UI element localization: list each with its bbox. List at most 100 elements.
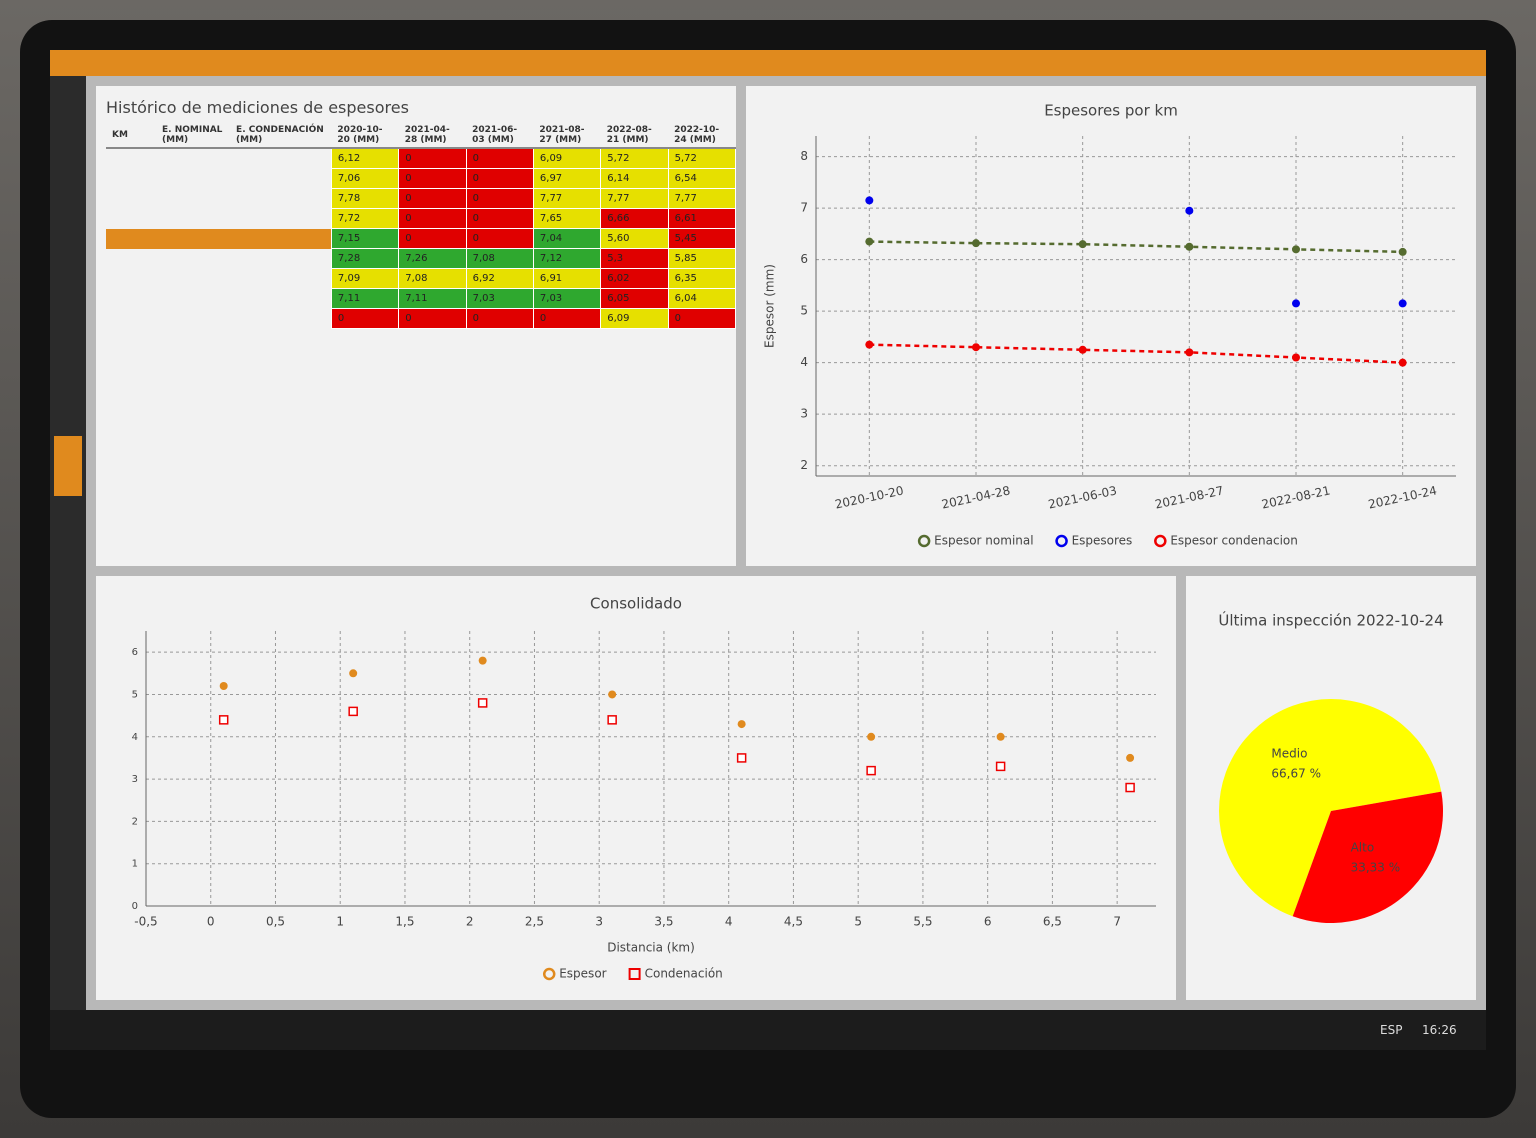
data-point [865, 340, 874, 349]
data-point [865, 196, 874, 205]
table-cell: 0 [465, 168, 534, 189]
table-cell: 6,54 [667, 168, 737, 189]
data-point [1185, 206, 1194, 215]
column-header: 2021-06-03 (MM) [466, 123, 534, 149]
data-point [867, 732, 876, 741]
empty-cell [230, 289, 331, 309]
table-cell: 6,35 [667, 268, 737, 289]
x-tick-label: 0,5 [266, 915, 285, 929]
table-cell: 5,72 [600, 147, 669, 169]
sidebar [50, 76, 86, 1010]
table-cell: 7,08 [398, 268, 467, 289]
data-point [737, 720, 746, 729]
x-tick-label: 2 [466, 915, 474, 929]
data-point [1292, 353, 1300, 362]
x-tick-label: -0,5 [134, 915, 157, 929]
table-title: Histórico de mediciones de espesores [106, 98, 409, 117]
table-row: 7,28 7,26 7,08 7,12 5,3 5,85 [106, 248, 737, 269]
table-cell: 5,72 [667, 147, 737, 169]
y-tick-label: 3 [132, 774, 138, 785]
data-point [1126, 753, 1135, 762]
table-cell: 0 [532, 308, 602, 329]
chart-title: Última inspección 2022-10-24 [1218, 611, 1443, 630]
data-point [1125, 782, 1135, 793]
x-tick-label: 2022-08-21 [1260, 483, 1331, 511]
x-tick-label: 3,5 [654, 915, 673, 929]
clock[interactable]: 16:26 [1422, 1023, 1457, 1037]
empty-cell [156, 148, 230, 169]
table-cell: 7,72 [330, 208, 400, 229]
x-tick-label: 5 [854, 915, 862, 929]
legend-marker [542, 967, 556, 981]
screen: Histórico de mediciones de espesores KM E… [50, 50, 1486, 1050]
table-cell: 5,60 [600, 228, 669, 249]
legend-marker [628, 968, 641, 980]
table-cell: 5,3 [600, 248, 669, 269]
pie-slice [1219, 699, 1442, 917]
table-cell: 7,08 [465, 248, 534, 269]
table-cell: 5,85 [667, 248, 737, 269]
empty-cell [230, 209, 331, 229]
empty-cell [106, 169, 156, 189]
language[interactable]: ESP [1380, 1023, 1403, 1037]
x-tick-label: 6,5 [1043, 915, 1062, 929]
x-tick-label: 7 [1113, 915, 1121, 929]
x-tick-label: 3 [595, 915, 603, 929]
table-cell: 7,77 [532, 188, 602, 209]
slice-value: 33,33 % [1351, 861, 1401, 875]
scatter-panel: Consolidado 0 1 2 3 4 5 6 -0,5 0 0,5 1 1,5 2 2,5 3 3,5 4 4… [96, 576, 1176, 1000]
x-tick-label: 2,5 [525, 915, 544, 929]
pie-panel: Última inspección 2022-10-24 Medio 66,67 %… [1186, 576, 1476, 1000]
empty-cell [106, 209, 156, 229]
empty-cell [230, 189, 331, 209]
legend-label: Espesor condenacion [1170, 534, 1298, 548]
sidebar-active[interactable] [54, 436, 82, 496]
data-point [348, 706, 358, 717]
empty-cell [156, 289, 230, 309]
table-row: 7,72 0 0 7,65 6,66 6,61 [106, 208, 737, 229]
x-tick-label: 2020-10-20 [834, 483, 905, 511]
table-cell: 6,66 [600, 208, 669, 229]
data-point [995, 761, 1006, 772]
empty-cell [106, 249, 156, 269]
data-point [1185, 348, 1194, 357]
table-cell: 5,45 [667, 228, 737, 249]
y-tick-label: 1 [132, 859, 138, 870]
empty-cell [156, 169, 230, 189]
table-cell: 6,97 [532, 168, 602, 189]
y-axis-label: Espesor (mm) [763, 264, 777, 348]
data-point [608, 690, 617, 699]
empty-cell [156, 209, 230, 229]
empty-cell [230, 269, 331, 289]
column-header: 2021-04-28 (MM) [398, 123, 467, 149]
legend-label: Condenación [645, 967, 723, 981]
empty-cell [230, 229, 331, 249]
data-point [972, 343, 980, 352]
data-point [996, 732, 1005, 741]
empty-cell [156, 309, 230, 329]
table-cell: 7,06 [330, 168, 400, 189]
empty-cell [106, 309, 156, 329]
table-cell: 7,77 [600, 188, 669, 209]
chart-title: Consolidado [590, 595, 682, 613]
empty-cell [156, 269, 230, 289]
table-cell: 7,03 [465, 288, 534, 309]
legend-label: Espesores [1072, 534, 1133, 548]
x-tick-label: 4 [725, 915, 733, 929]
data-point [972, 239, 980, 248]
table-cell: 6,02 [600, 268, 669, 289]
pie-chart: Última inspección 2022-10-24 Medio 66,67 %… [1218, 611, 1444, 923]
table-panel: Histórico de mediciones de espesores KM E… [96, 86, 737, 566]
table-cell: 0 [398, 147, 467, 169]
data-point [1398, 247, 1407, 256]
scatter-chart: Consolidado 0 1 2 3 4 5 6 -0,5 0 0,5 1 1,5 2 2,5 3 3,5 4 4… [132, 595, 1156, 981]
y-tick-label: 8 [800, 149, 808, 163]
series-line [869, 343, 1403, 364]
column-header: 2022-10-24 (MM) [668, 123, 736, 149]
measurements-table: KM E. NOMINAL (MM) E. CONDENACIÓN (MM) 2020… [106, 123, 737, 329]
column-header: KM [106, 123, 156, 149]
table-cell: 6,04 [667, 288, 737, 309]
y-tick-label: 0 [132, 901, 138, 912]
series-line [869, 240, 1403, 254]
x-tick-label: 6 [984, 915, 992, 929]
